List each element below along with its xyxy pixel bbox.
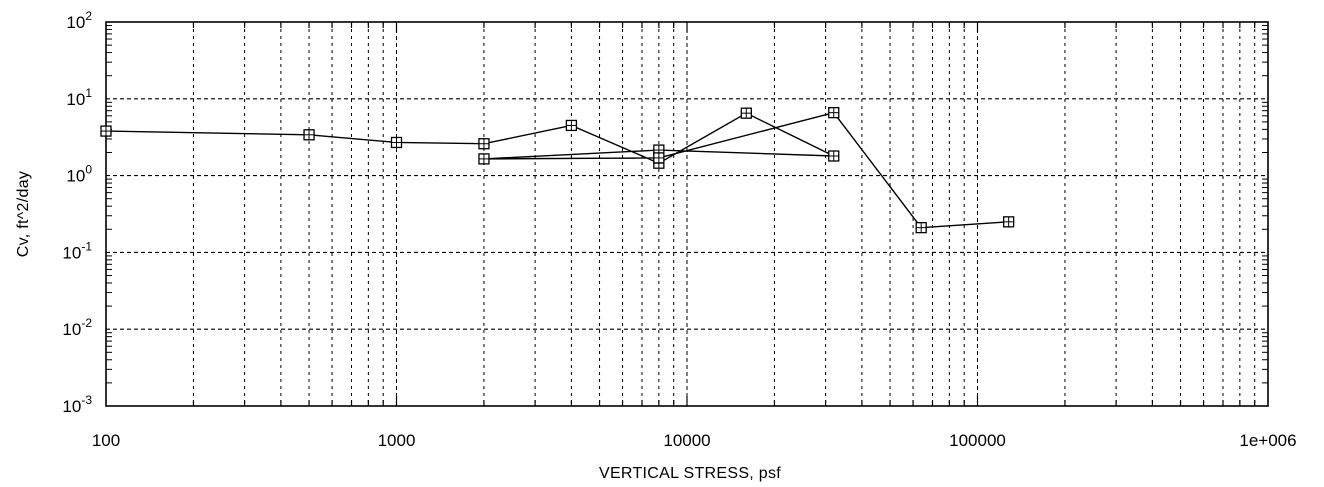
y-tick-label: 102 (66, 9, 92, 32)
y-axis-label: Cv, ft^2/day (15, 171, 32, 257)
x-tick-label: 100000 (949, 431, 1006, 450)
minor-ticks (106, 22, 1268, 406)
data-point (1002, 216, 1015, 228)
x-axis-label: VERTICAL STRESS, psf (599, 465, 781, 482)
data-point (100, 125, 112, 137)
y-tick-label: 101 (66, 86, 92, 109)
series-group (100, 107, 1015, 234)
data-point (303, 129, 315, 141)
data-point (740, 107, 752, 119)
y-tick-label: 10-2 (62, 316, 92, 339)
y-tick-label: 100 (66, 163, 92, 186)
data-point (828, 150, 840, 162)
grid (106, 22, 1268, 406)
x-tick-label: 10000 (663, 431, 710, 450)
data-point (653, 152, 665, 164)
y-tick-labels: 102 101 100 10-1 10-2 10-3 (62, 9, 92, 416)
data-point (565, 119, 578, 132)
data-point (478, 138, 490, 150)
data-point (478, 153, 490, 165)
data-point (828, 107, 840, 119)
series-line (105, 111, 1009, 229)
data-point (915, 222, 927, 234)
y-tick-label: 10-1 (62, 239, 92, 262)
y-tick-label: 10-3 (62, 393, 92, 416)
data-point (390, 136, 403, 149)
x-tick-label: 100 (92, 431, 120, 450)
x-tick-label: 1e+006 (1239, 431, 1296, 450)
x-tick-labels: 100 1000 10000 100000 1e+006 (92, 431, 1297, 450)
x-tick-label: 1000 (378, 431, 416, 450)
